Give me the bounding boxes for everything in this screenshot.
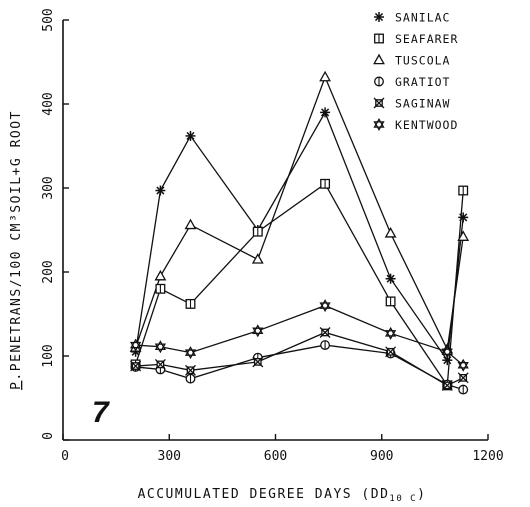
data-point-gratiot-4 — [320, 340, 331, 351]
data-point-sanilac-4 — [320, 107, 331, 118]
ticks: 0 300 600 900 1200 0 100 200 300 400 500 — [41, 8, 504, 464]
y-tick-label-400: 400 — [41, 92, 56, 115]
data-point-saginaw-0 — [130, 360, 142, 372]
data-point-tuscola-7 — [457, 230, 470, 241]
series-line-sanilac — [134, 110, 464, 362]
series-line-seafarer — [134, 182, 464, 388]
data-point-saginaw-4 — [319, 327, 331, 338]
data-point-tuscola-3 — [251, 253, 264, 264]
data-point-gratiot-2 — [185, 373, 196, 384]
data-point-kentwood-7 — [457, 358, 469, 372]
data-point-sanilac-1 — [155, 185, 166, 196]
x-tick-label-900: 900 — [370, 449, 393, 464]
legend-marker-kentwood — [373, 118, 385, 131]
data-point-seafarer-2 — [185, 298, 196, 309]
data-point-seafarer-3 — [252, 226, 263, 237]
data-point-kentwood-2 — [184, 346, 197, 360]
data-point-seafarer-5 — [385, 296, 396, 307]
y-tick-label-300: 300 — [41, 176, 56, 199]
legend-marker-saginaw — [373, 97, 385, 109]
data-point-kentwood-1 — [154, 340, 167, 354]
legend: SANILAC SEAFARER TUSCOLA GRATIOT SAGINAW KENT… — [373, 11, 458, 132]
y-tick-label-500: 500 — [41, 8, 56, 31]
x-axis-label: ACCUMULATED DEGREE DAYS (DD10 C) — [138, 487, 427, 504]
legend-label-tuscola: TUSCOLA — [395, 54, 450, 68]
y-tick-label-200: 200 — [41, 260, 56, 283]
data-point-kentwood-0 — [129, 338, 142, 352]
data-point-gratiot-7 — [458, 384, 469, 395]
data-point-tuscola-4 — [319, 70, 331, 82]
legend-item-seafarer: SEAFARER — [374, 32, 458, 46]
legend-item-sanilac: SANILAC — [374, 11, 450, 25]
legend-marker-gratiot — [374, 76, 384, 87]
x-tick-label-600: 600 — [264, 449, 287, 464]
series-line-saginaw — [135, 331, 464, 387]
data-point-tuscola-1 — [154, 269, 167, 281]
data-point-saginaw-5 — [385, 346, 397, 358]
legend-item-tuscola: TUSCOLA — [373, 53, 450, 68]
legend-item-kentwood: KENTWOOD — [373, 118, 458, 132]
data-point-kentwood-6 — [441, 345, 453, 359]
x-axis-label-subscript: 10 C — [389, 494, 417, 504]
y-tick-label-0: 0 — [41, 432, 56, 440]
legend-label-saginaw: SAGINAW — [395, 97, 450, 111]
data-point-tuscola-5 — [384, 227, 397, 238]
legend-label-sanilac: SANILAC — [395, 11, 450, 25]
data-point-sanilac-7 — [458, 212, 469, 223]
legend-marker-sanilac — [374, 12, 384, 22]
series-markers — [129, 70, 470, 395]
x-tick-label-300: 300 — [158, 449, 181, 464]
legend-label-seafarer: SEAFARER — [395, 32, 458, 46]
data-point-kentwood-4 — [319, 299, 331, 313]
data-point-saginaw-2 — [185, 364, 196, 376]
data-point-sanilac-2 — [185, 130, 196, 141]
data-point-seafarer-4 — [320, 178, 331, 189]
series-lines — [134, 75, 464, 391]
legend-item-gratiot: GRATIOT — [374, 75, 450, 89]
data-point-kentwood-5 — [384, 326, 397, 340]
legend-label-kentwood: KENTWOOD — [395, 118, 458, 132]
y-axis-label-main: .PENETRANS/100 CM³SOIL+G ROOT — [9, 110, 24, 380]
x-tick-label-0: 0 — [61, 449, 69, 464]
data-point-saginaw-7 — [457, 372, 469, 384]
data-point-tuscola-2 — [184, 218, 197, 230]
y-tick-label-100: 100 — [41, 344, 56, 367]
y-axis-label-prefix: P — [9, 381, 24, 390]
y-axis-label: P.PENETRANS/100 CM³SOIL+G ROOT — [9, 110, 24, 390]
series-line-kentwood — [135, 304, 464, 366]
panel-label: 7 — [92, 396, 110, 429]
data-point-sanilac-5 — [385, 273, 396, 284]
legend-item-saginaw: SAGINAW — [373, 97, 450, 111]
legend-label-gratiot: GRATIOT — [395, 75, 450, 89]
data-point-saginaw-3 — [252, 356, 264, 368]
x-tick-label-1200: 1200 — [472, 449, 503, 464]
x-axis-label-close: ) — [417, 487, 426, 502]
data-point-kentwood-3 — [252, 324, 264, 338]
data-point-seafarer-1 — [155, 283, 166, 294]
legend-marker-seafarer — [374, 33, 384, 44]
legend-marker-tuscola — [373, 53, 385, 65]
data-point-saginaw-1 — [154, 358, 166, 370]
data-point-saginaw-6 — [441, 379, 453, 391]
data-point-seafarer-7 — [458, 185, 469, 196]
series-line-tuscola — [134, 75, 464, 352]
x-axis-label-main: ACCUMULATED DEGREE DAYS (DD — [138, 487, 390, 502]
